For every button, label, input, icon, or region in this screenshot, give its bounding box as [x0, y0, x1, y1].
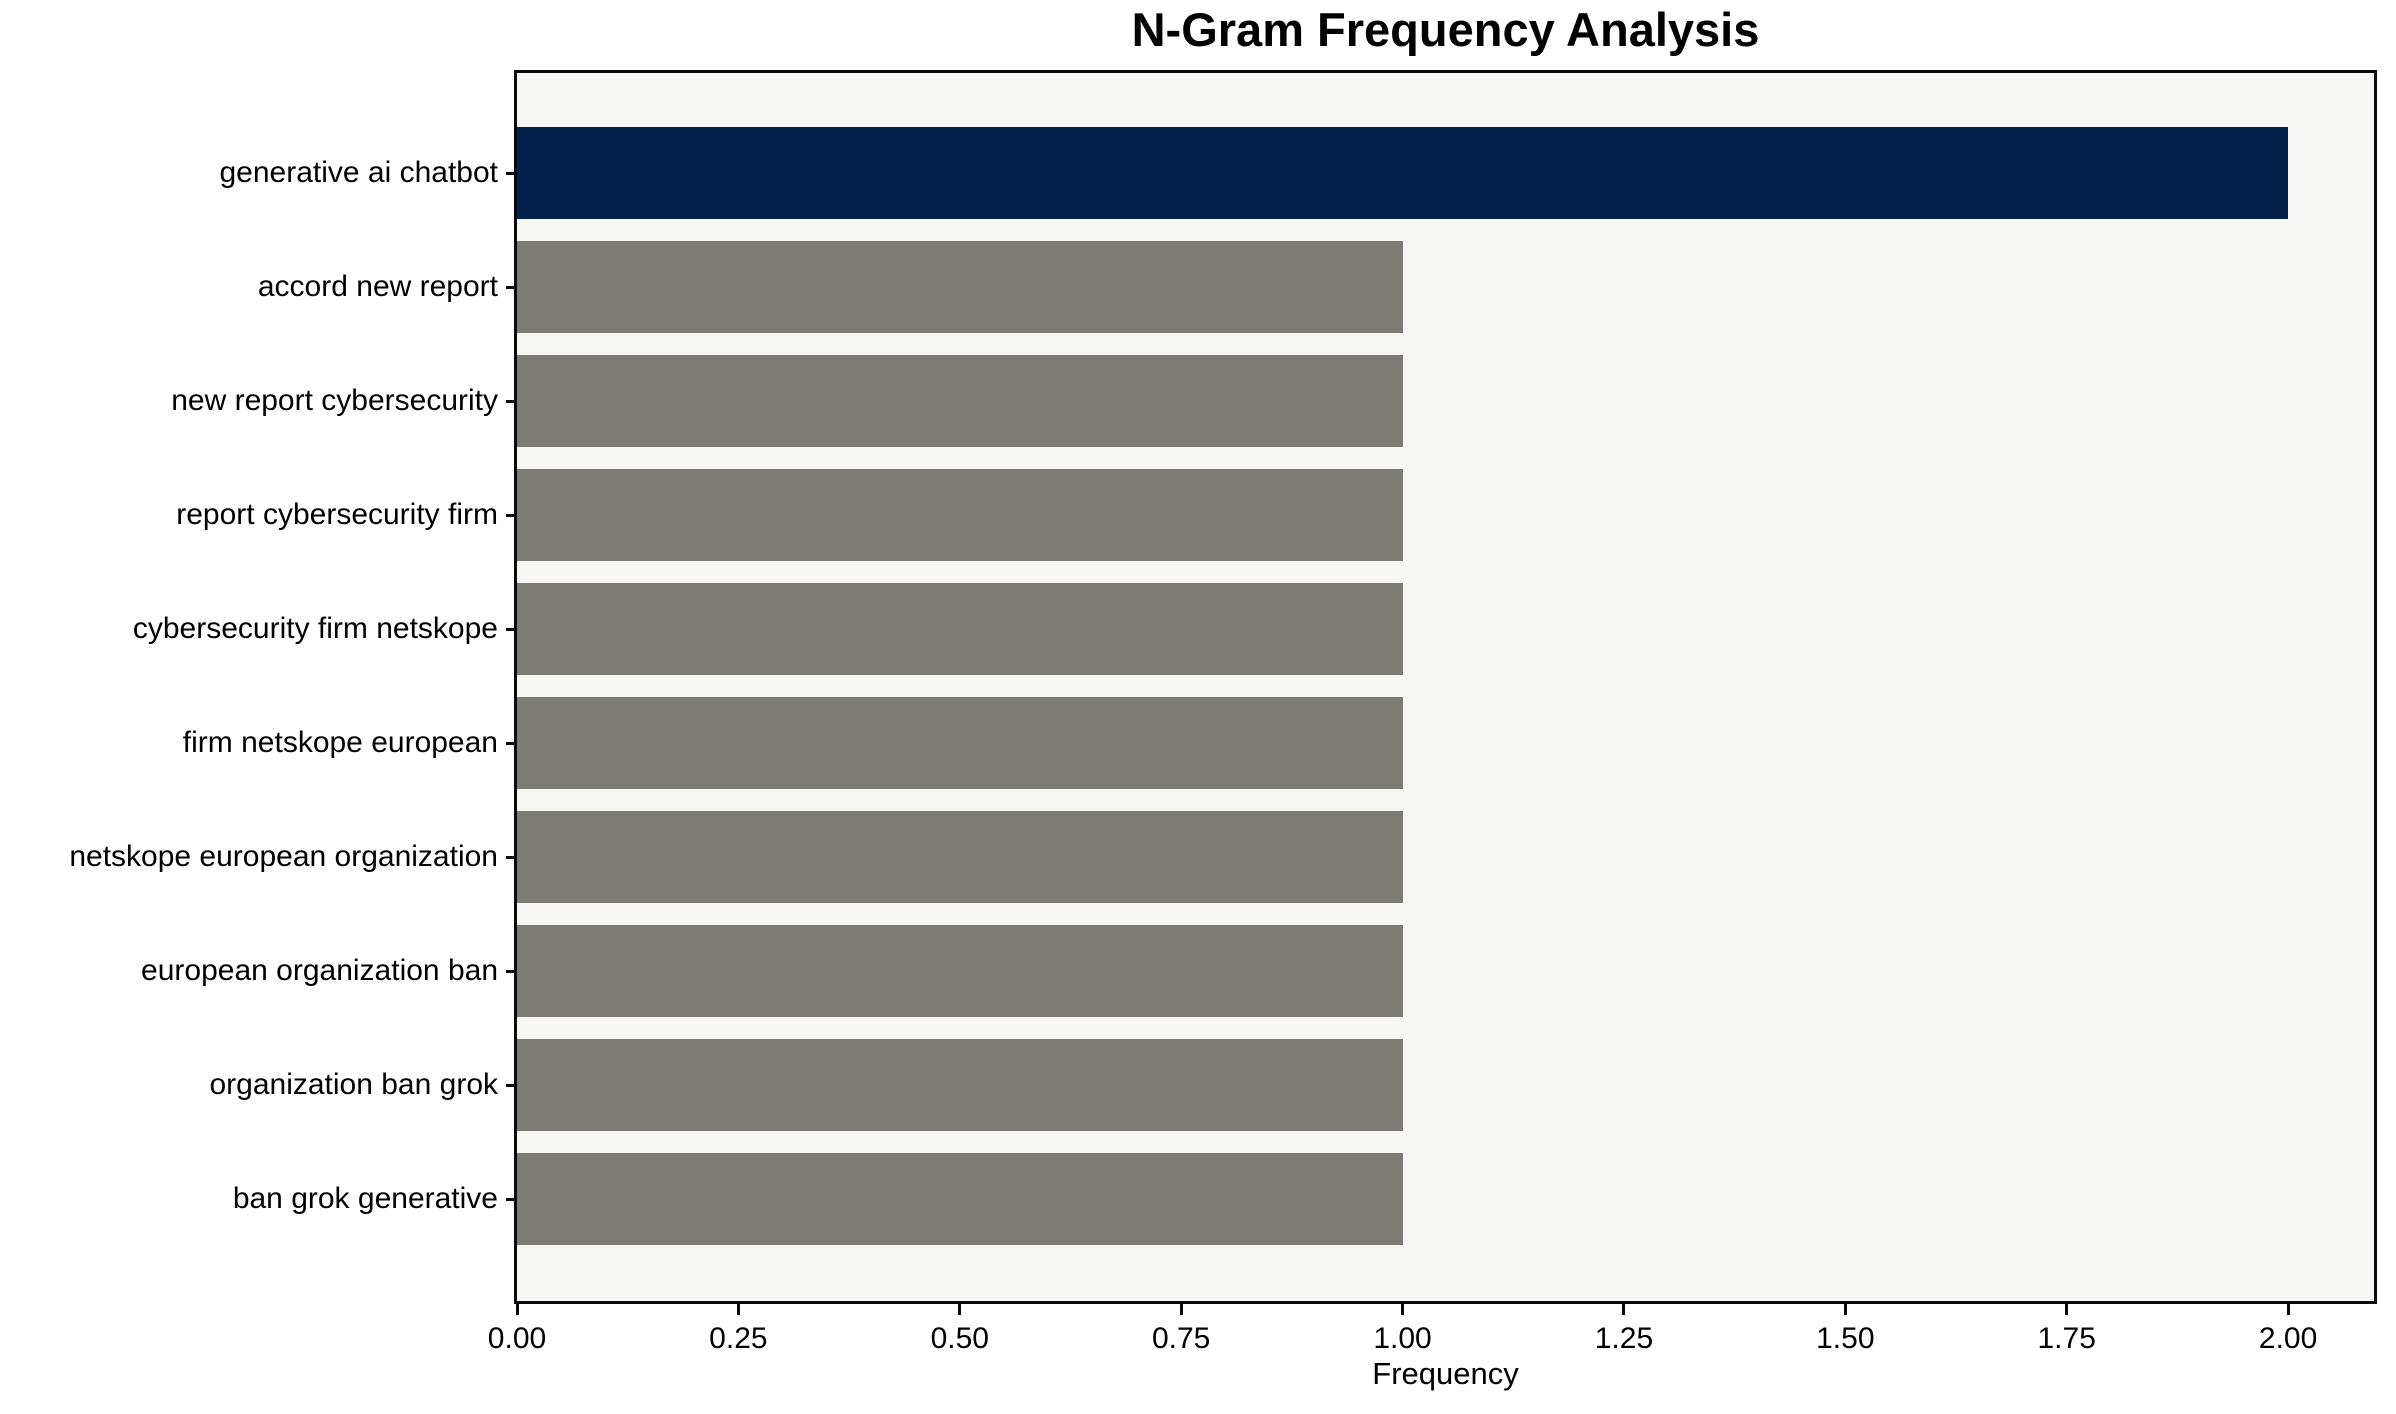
bar-row [517, 1153, 2374, 1245]
y-tick-label: firm netskope european [182, 726, 498, 759]
x-tick-mark [736, 1304, 740, 1315]
x-tick-label: 1.50 [1816, 1322, 1875, 1355]
bar-row [517, 811, 2374, 903]
bar-generative-ai-chatbot [517, 127, 2289, 219]
bar-ban-grok-generative [517, 1153, 1403, 1245]
bar-row [517, 241, 2374, 333]
bar-organization-ban-grok [517, 1039, 1403, 1131]
x-tick-label: 1.25 [1594, 1322, 1654, 1355]
plot-area [514, 70, 2377, 1304]
x-tick-mark [2286, 1304, 2290, 1315]
chart-title: N-Gram Frequency Analysis [1131, 3, 1760, 56]
bar-row [517, 355, 2374, 447]
bar-firm-netskope-european [517, 697, 1403, 789]
x-tick-mark [1401, 1304, 1405, 1315]
y-tick-label: organization ban grok [209, 1068, 498, 1101]
x-axis-label: Frequency [1372, 1356, 1519, 1391]
bar-cybersecurity-firm-netskope [517, 583, 1403, 675]
y-tick-mark [506, 513, 515, 517]
y-tick-label: ban grok generative [232, 1182, 498, 1215]
y-tick-label: european organization ban [141, 954, 498, 987]
y-tick-label: new report cybersecurity [171, 384, 498, 417]
bar-row [517, 697, 2374, 789]
x-tick-mark [1622, 1304, 1626, 1315]
x-tick-mark [515, 1304, 519, 1315]
bar-new-report-cybersecurity [517, 355, 1403, 447]
x-tick-label: 0.75 [1151, 1322, 1211, 1355]
bar-row [517, 1039, 2374, 1131]
x-tick-mark [2065, 1304, 2069, 1315]
bar-report-cybersecurity-firm [517, 469, 1403, 561]
y-tick-mark [506, 285, 515, 289]
y-tick-mark [506, 627, 515, 631]
y-tick-mark [506, 399, 515, 403]
y-tick-mark [506, 171, 515, 175]
y-tick-mark [506, 969, 515, 973]
x-tick-mark [958, 1304, 962, 1315]
x-tick-label: 1.75 [2037, 1322, 2096, 1355]
bar-row [517, 127, 2374, 219]
x-tick-label: 2.00 [2258, 1322, 2318, 1355]
y-tick-mark [506, 1197, 515, 1201]
x-tick-label: 0.25 [709, 1322, 768, 1355]
bar-row [517, 925, 2374, 1017]
y-tick-mark [506, 1083, 515, 1087]
bar-row [517, 469, 2374, 561]
x-tick-label: 1.00 [1373, 1322, 1432, 1355]
x-tick-label: 0.50 [930, 1322, 989, 1355]
y-tick-label: report cybersecurity firm [176, 498, 498, 531]
y-tick-label: cybersecurity firm netskope [132, 612, 498, 645]
bars-container [517, 127, 2374, 1267]
bar-european-organization-ban [517, 925, 1403, 1017]
x-tick-label: 0.00 [487, 1322, 547, 1355]
y-tick-mark [506, 855, 515, 859]
bar-netskope-european-organization [517, 811, 1403, 903]
x-tick-mark [1179, 1304, 1183, 1315]
y-tick-mark [506, 741, 515, 745]
bar-accord-new-report [517, 241, 1403, 333]
x-tick-mark [1843, 1304, 1847, 1315]
y-tick-label: generative ai chatbot [219, 156, 498, 189]
y-tick-label: netskope european organization [69, 840, 498, 873]
bar-row [517, 583, 2374, 675]
y-tick-label: accord new report [257, 270, 498, 303]
